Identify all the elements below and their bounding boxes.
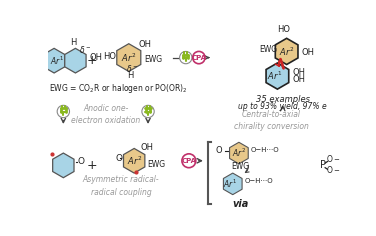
Text: H: H [127, 71, 133, 80]
Text: $\delta^-$: $\delta^-$ [126, 63, 139, 74]
Text: EWG: EWG [144, 55, 162, 64]
Text: via: via [232, 199, 249, 209]
Text: $\delta^-$: $\delta^-$ [79, 44, 92, 55]
Text: 35 examples: 35 examples [256, 95, 310, 104]
Text: $Ar^1$: $Ar^1$ [50, 55, 64, 67]
Text: $Ar^2$: $Ar^2$ [279, 45, 294, 58]
Text: $Ar^1$: $Ar^1$ [267, 70, 283, 82]
Text: O: O [327, 156, 333, 164]
Text: OH: OH [89, 53, 102, 62]
Text: Asymmetric radical-
radical coupling: Asymmetric radical- radical coupling [83, 175, 159, 197]
Text: OH: OH [301, 48, 314, 57]
Circle shape [142, 105, 154, 118]
Text: EWG: EWG [260, 45, 278, 54]
Text: O−H···O: O−H···O [244, 178, 273, 184]
Text: $Ar^2$: $Ar^2$ [232, 147, 246, 159]
Text: O: O [116, 154, 123, 163]
Polygon shape [44, 48, 65, 73]
Text: Anodic one-
electron oxidation: Anodic one- electron oxidation [71, 104, 140, 125]
Text: $Ar^2$: $Ar^2$ [126, 155, 142, 167]
Text: P: P [320, 160, 326, 170]
FancyArrowPatch shape [246, 165, 249, 173]
Polygon shape [117, 44, 141, 72]
Text: $Ar^1$: $Ar^1$ [223, 178, 238, 190]
Polygon shape [275, 38, 298, 64]
Text: CPA: CPA [181, 158, 196, 164]
Text: HO: HO [277, 25, 290, 34]
Circle shape [180, 51, 192, 64]
Text: Central-to-axial
chirality conversion: Central-to-axial chirality conversion [234, 110, 309, 131]
Text: $Ar^2$: $Ar^2$ [121, 51, 136, 64]
Text: O: O [327, 166, 333, 175]
Text: −: − [334, 157, 340, 163]
Circle shape [57, 105, 70, 118]
Text: CPA: CPA [191, 55, 206, 61]
Text: EWG: EWG [231, 162, 250, 171]
Text: O−H···O: O−H···O [250, 147, 279, 153]
Text: HO: HO [103, 51, 117, 61]
Text: O: O [215, 146, 222, 155]
FancyArrowPatch shape [276, 60, 280, 66]
Text: EWG = CO$_2$R or halogen or PO(OR)$_2$: EWG = CO$_2$R or halogen or PO(OR)$_2$ [50, 82, 188, 95]
Text: +: + [86, 54, 97, 67]
Polygon shape [65, 48, 86, 73]
Text: up to 93% yield, 97% e: up to 93% yield, 97% e [238, 102, 327, 111]
Text: OH: OH [292, 75, 305, 84]
Circle shape [182, 154, 196, 168]
Text: OH: OH [292, 68, 305, 77]
Circle shape [193, 51, 205, 64]
Polygon shape [230, 142, 248, 164]
Polygon shape [53, 153, 74, 178]
Polygon shape [123, 148, 145, 173]
Text: OH: OH [140, 143, 153, 152]
Text: +: + [86, 159, 97, 172]
Text: EWG: EWG [147, 160, 165, 169]
Text: O: O [78, 157, 85, 166]
Text: OH: OH [138, 40, 151, 49]
Polygon shape [223, 173, 242, 195]
Text: −: − [334, 168, 340, 174]
Polygon shape [266, 63, 289, 89]
Text: H: H [70, 38, 76, 47]
